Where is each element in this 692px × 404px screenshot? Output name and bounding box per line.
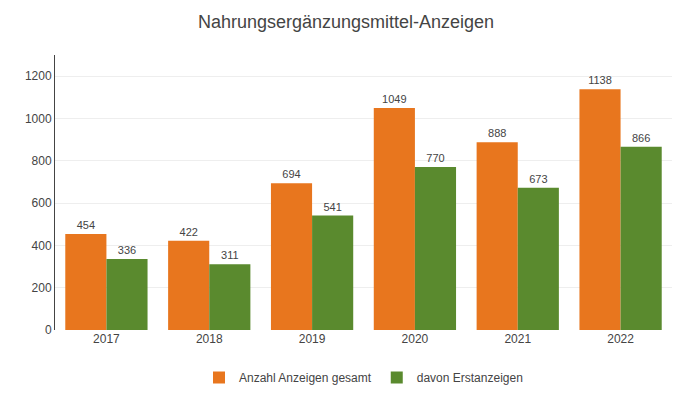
svg-text:336: 336: [118, 244, 136, 256]
svg-text:2017: 2017: [93, 332, 120, 346]
svg-text:454: 454: [77, 219, 95, 231]
svg-text:1049: 1049: [382, 93, 406, 105]
svg-text:Nahrungsergänzungsmittel-Anzei: Nahrungsergänzungsmittel-Anzeigen: [198, 12, 494, 32]
svg-text:1200: 1200: [25, 69, 52, 83]
svg-text:davon Erstanzeigen: davon Erstanzeigen: [417, 371, 523, 385]
svg-text:800: 800: [32, 154, 52, 168]
svg-text:600: 600: [32, 196, 52, 210]
svg-text:770: 770: [426, 152, 444, 164]
svg-text:866: 866: [632, 132, 650, 144]
svg-text:2020: 2020: [402, 332, 429, 346]
svg-text:311: 311: [221, 249, 239, 261]
svg-text:200: 200: [32, 281, 52, 295]
svg-text:2022: 2022: [607, 332, 634, 346]
svg-text:2021: 2021: [504, 332, 531, 346]
svg-text:694: 694: [282, 168, 300, 180]
svg-text:888: 888: [488, 127, 506, 139]
svg-text:0: 0: [45, 323, 52, 337]
svg-text:2018: 2018: [196, 332, 223, 346]
svg-text:541: 541: [323, 201, 341, 213]
svg-text:400: 400: [32, 239, 52, 253]
svg-text:422: 422: [180, 226, 198, 238]
svg-text:1138: 1138: [588, 74, 612, 86]
svg-text:2019: 2019: [299, 332, 326, 346]
svg-text:1000: 1000: [25, 112, 52, 126]
svg-text:Anzahl Anzeigen gesamt: Anzahl Anzeigen gesamt: [239, 371, 372, 385]
svg-text:673: 673: [529, 173, 547, 185]
